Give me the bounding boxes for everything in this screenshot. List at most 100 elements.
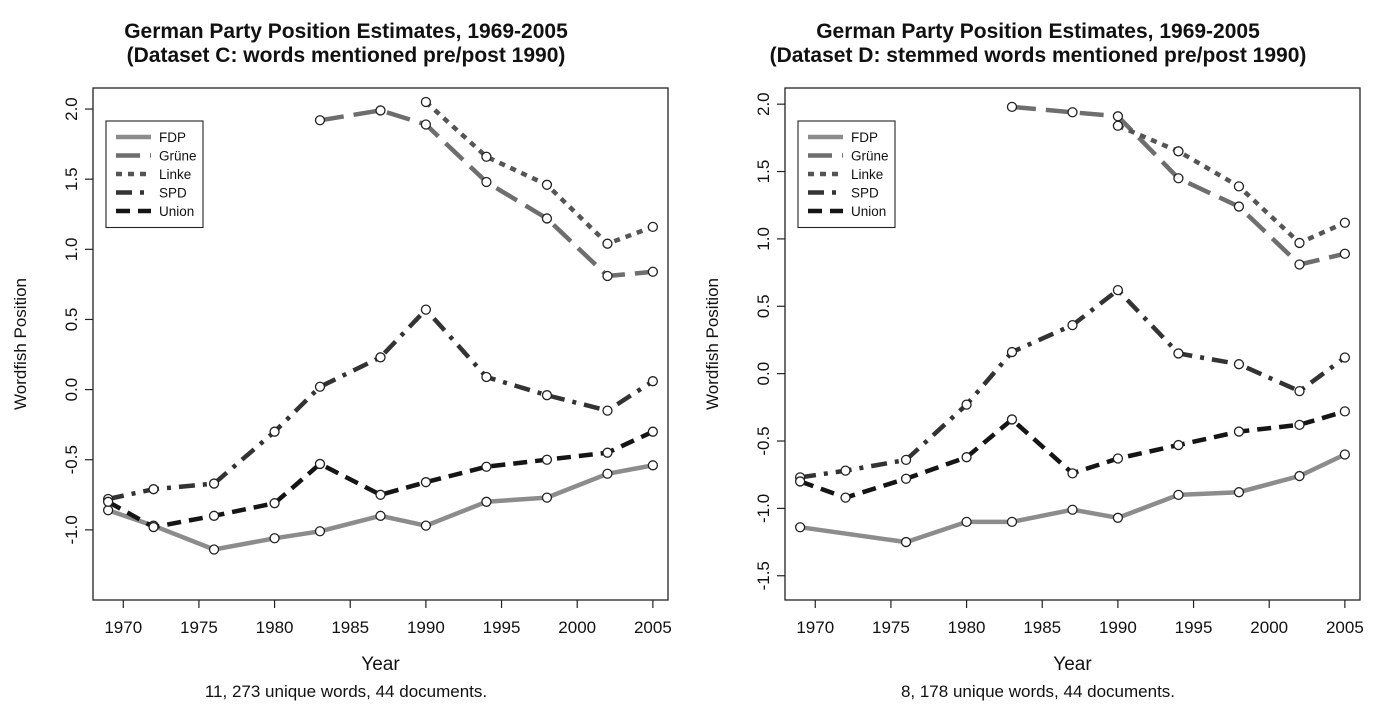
data-point-grune (602, 270, 613, 282)
data-point-fdp (481, 496, 492, 507)
data-point-union (541, 454, 553, 465)
data-point-union (602, 447, 613, 458)
y-axis-title: Wordfish Position (703, 278, 722, 410)
x-tick-label: 1980 (256, 618, 294, 637)
x-tick-label: 1970 (796, 618, 834, 637)
data-point-grune (1233, 201, 1245, 212)
data-point-grune (1339, 248, 1351, 259)
data-point-fdp (961, 516, 972, 528)
series-line-spd (799, 287, 1347, 480)
data-point-grune (1006, 101, 1018, 113)
data-point-fdp (1006, 516, 1018, 528)
data-point-linke (420, 96, 432, 108)
y-tick-label: 1.5 (754, 160, 773, 184)
x-tick-label: 1995 (1175, 618, 1213, 637)
data-point-spd (900, 454, 912, 466)
data-point-spd (1006, 346, 1018, 358)
data-point-fdp (1233, 487, 1245, 498)
x-tick-label: 1995 (483, 618, 521, 637)
data-point-union (1339, 406, 1351, 417)
series-line-union (107, 429, 654, 530)
data-point-spd (647, 376, 659, 387)
x-tick-label: 1970 (104, 618, 142, 637)
data-point-grune (420, 119, 432, 130)
legend-label-union: Union (159, 204, 194, 219)
data-point-spd (148, 484, 159, 495)
chart-caption: 8, 178 unique words, 44 documents. (900, 682, 1176, 701)
data-point-fdp (1112, 512, 1124, 523)
data-point-fdp (900, 536, 912, 548)
data-point-union (208, 510, 220, 521)
data-point-spd (375, 352, 386, 363)
y-tick-label: 1.0 (754, 227, 773, 251)
data-point-grune (1294, 259, 1305, 270)
legend-label-grune: Grüne (851, 149, 889, 164)
data-point-fdp (420, 520, 432, 531)
data-point-union (375, 489, 386, 500)
x-tick-label: 2000 (558, 618, 596, 637)
x-axis-title: Year (1053, 654, 1092, 675)
legend-label-spd: SPD (851, 186, 879, 201)
data-point-fdp (602, 468, 613, 479)
x-tick-label: 2005 (634, 618, 672, 637)
x-tick-label: 1980 (948, 618, 986, 637)
data-point-linke (602, 238, 613, 249)
y-tick-label: 1.5 (62, 167, 81, 191)
y-tick-label: 0.0 (754, 362, 773, 386)
data-point-fdp (794, 522, 806, 533)
line-chart-d: 1970 1975 1980 1985 1990 1995 2000 2005 -1.5 -1.0… (703, 87, 1364, 675)
line-chart-c: 1970 1975 1980 1985 1990 1995 2000 2005 -1.0 -0.5… (11, 87, 672, 675)
data-point-spd (840, 465, 851, 476)
y-tick-label: -1.5 (754, 561, 773, 590)
data-point-union (900, 473, 912, 484)
data-point-union (1006, 414, 1018, 425)
data-point-grune (481, 176, 492, 188)
y-tick-label: 0.5 (62, 308, 81, 332)
y-tick-label: -0.5 (62, 445, 81, 474)
data-point-fdp (1294, 470, 1305, 482)
y-tick-label: 2.0 (62, 97, 81, 121)
data-point-fdp (541, 492, 553, 503)
y-tick-label: 2.0 (754, 92, 773, 116)
x-tick-label: 1990 (407, 618, 445, 637)
data-point-linke (1112, 120, 1124, 131)
legend-label-linke: Linke (159, 167, 191, 182)
data-point-linke (1173, 146, 1184, 157)
plot-frame (92, 87, 669, 601)
data-point-spd (1112, 284, 1124, 296)
data-point-grune (647, 266, 659, 277)
data-point-grune (1067, 107, 1078, 118)
legend-label-spd: SPD (159, 186, 187, 201)
series-line-spd (107, 307, 655, 502)
y-tick-label: 0.0 (62, 378, 81, 402)
data-point-linke (1339, 217, 1351, 228)
series-line-grune (319, 108, 654, 279)
data-point-linke (1233, 181, 1245, 192)
data-point-union (1173, 439, 1184, 451)
data-point-fdp (1173, 489, 1184, 501)
data-point-fdp (375, 510, 386, 521)
data-point-spd (1339, 352, 1351, 363)
data-point-fdp (314, 526, 326, 537)
data-point-grune (1112, 111, 1124, 122)
plot-frame (784, 87, 1361, 601)
chart-panel-c: German Party Position Estimates, 1969-20… (11, 20, 672, 701)
data-point-spd (269, 426, 280, 437)
data-point-union (1067, 468, 1078, 479)
data-point-grune (541, 213, 553, 224)
data-point-fdp (1067, 504, 1078, 515)
data-point-union (1233, 426, 1245, 437)
chart-subtitle: (Dataset D: stemmed words mentioned pre/… (769, 44, 1307, 67)
data-point-union (269, 498, 280, 509)
data-point-spd (208, 478, 220, 489)
data-point-fdp (1339, 449, 1351, 460)
data-point-spd (1233, 359, 1245, 370)
legend-label-union: Union (851, 204, 886, 219)
data-point-linke (647, 221, 659, 233)
chart-title: German Party Position Estimates, 1969-20… (124, 20, 568, 43)
data-point-fdp (208, 544, 220, 555)
data-point-spd (541, 390, 553, 401)
legend-label-grune: Grüne (159, 149, 197, 164)
x-tick-label: 2000 (1250, 618, 1288, 637)
data-point-linke (1294, 237, 1305, 249)
